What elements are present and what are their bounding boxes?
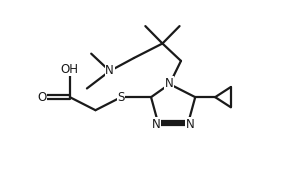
Text: N: N [105, 64, 114, 77]
Text: N: N [152, 118, 161, 131]
Text: N: N [165, 77, 173, 90]
Text: N: N [186, 118, 194, 131]
Text: O: O [37, 91, 46, 104]
Text: S: S [117, 91, 125, 104]
Text: OH: OH [61, 62, 79, 76]
